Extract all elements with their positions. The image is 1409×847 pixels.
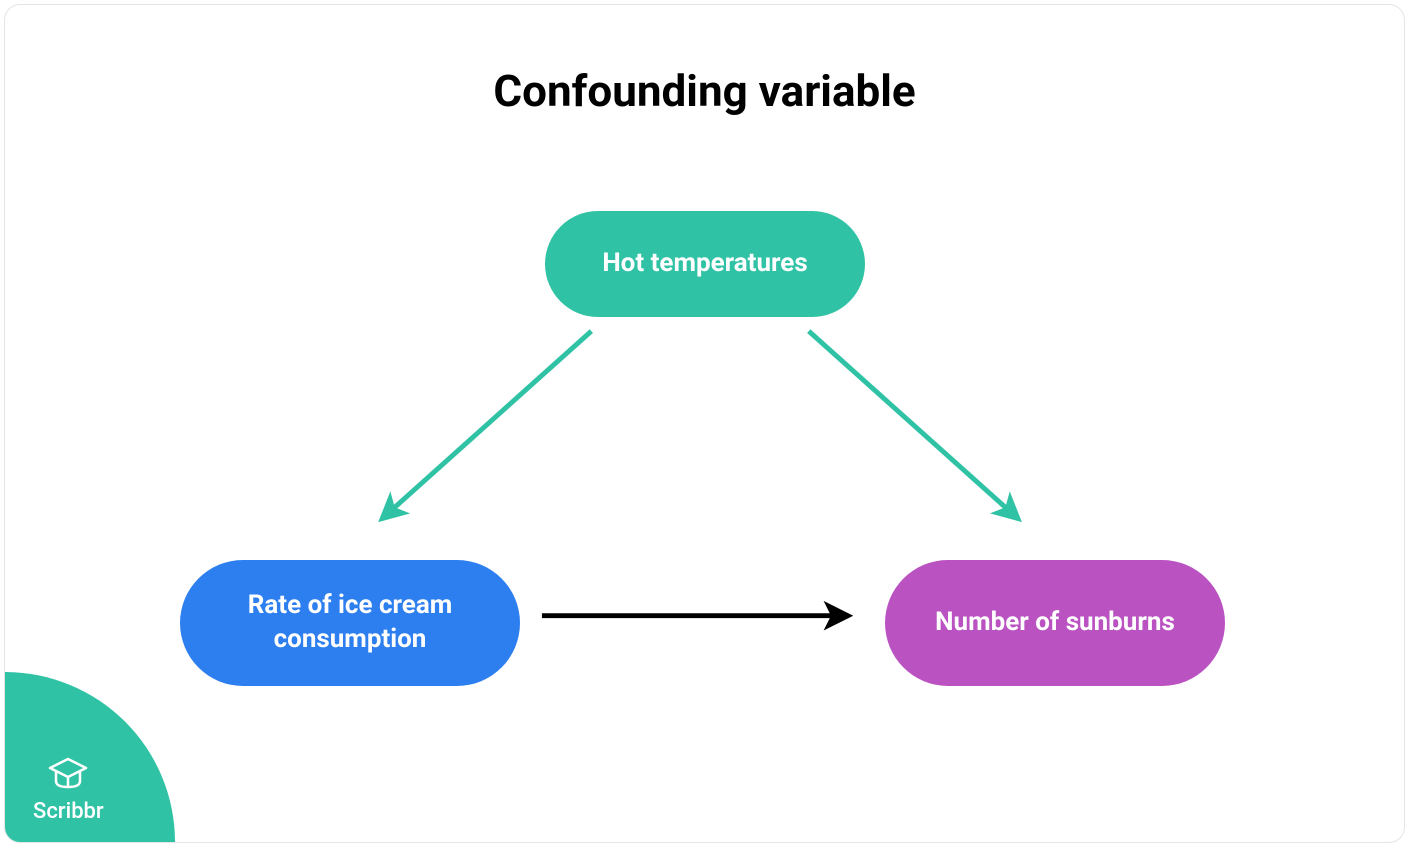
node-dependent-label: Number of sunburns [935,606,1175,640]
arrows-layer [5,5,1404,842]
node-independent-label: Rate of ice cream consumption [210,589,490,657]
brand-logo: Scribbr [5,672,175,842]
brand-name: Scribbr [33,799,104,824]
diagram-title: Confounding variable [493,65,915,117]
diagram-container: Confounding variable Hot temperatures Ra… [4,4,1405,843]
node-independent: Rate of ice cream consumption [180,560,520,686]
arrow-top-to-right [809,331,1018,519]
graduation-cap-icon [46,755,90,793]
arrow-top-to-left [382,331,591,519]
brand-logo-content: Scribbr [33,755,104,824]
node-dependent: Number of sunburns [885,560,1225,686]
node-confounder-label: Hot temperatures [602,247,807,281]
title-text: Confounding variable [493,65,915,117]
node-confounder: Hot temperatures [545,211,865,317]
